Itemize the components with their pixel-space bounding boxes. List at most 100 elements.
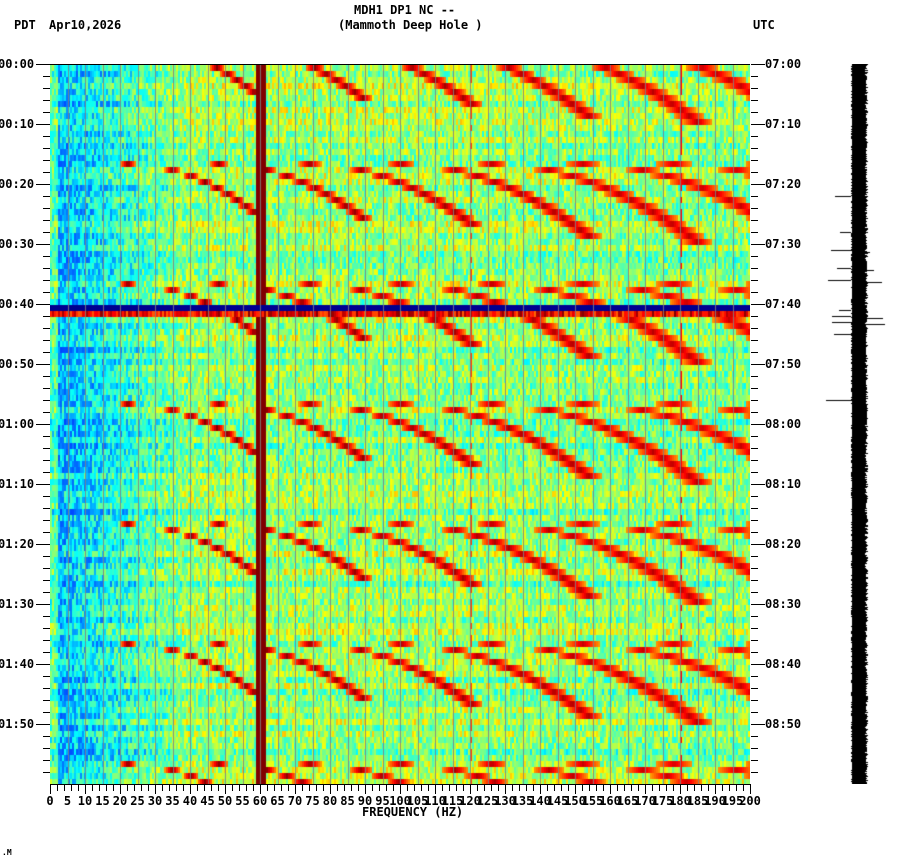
x-tick — [435, 785, 436, 794]
x-tick — [484, 785, 485, 791]
x-tick — [561, 785, 562, 791]
y-tick-right — [751, 172, 758, 173]
y-tick-right — [751, 616, 758, 617]
x-tick — [260, 785, 261, 794]
y-tick-right — [751, 760, 758, 761]
y-tick-left — [43, 268, 50, 269]
x-tick — [617, 785, 618, 791]
y-tick-right — [751, 520, 758, 521]
x-tick — [288, 785, 289, 791]
y-tick-right — [751, 124, 765, 125]
y-tick-right — [751, 412, 758, 413]
y-tick-right — [751, 664, 765, 665]
x-tick — [428, 785, 429, 791]
y-tick-left — [43, 568, 50, 569]
x-tick — [106, 785, 107, 791]
y-tick-left — [36, 64, 50, 65]
y-tick-left — [43, 580, 50, 581]
y-tick-right — [751, 184, 765, 185]
x-tick — [449, 785, 450, 791]
y-tick-left — [36, 604, 50, 605]
x-tick — [477, 785, 478, 791]
x-tick — [239, 785, 240, 791]
y-tick-left — [36, 304, 50, 305]
y-tick-right — [751, 448, 758, 449]
x-tick — [701, 785, 702, 791]
y-tick-right — [751, 280, 758, 281]
y-tick-left — [36, 664, 50, 665]
x-tick-label: 150 — [564, 794, 586, 808]
x-tick — [274, 785, 275, 791]
x-tick-label: 175 — [651, 794, 674, 808]
y-tick-right — [751, 652, 758, 653]
x-tick-label: 185 — [686, 794, 709, 808]
x-tick — [414, 785, 415, 791]
y-tick-left — [43, 400, 50, 401]
y-tick-left — [43, 652, 50, 653]
y-tick-right — [751, 604, 765, 605]
y-tick-left — [36, 484, 50, 485]
x-tick-label: 35 — [165, 794, 180, 808]
y-tick-label-left: 00:20 — [0, 177, 35, 191]
y-tick-right — [751, 568, 758, 569]
x-tick — [680, 785, 681, 794]
x-tick — [498, 785, 499, 791]
x-tick-label: 40 — [182, 794, 198, 808]
y-tick-left — [36, 364, 50, 365]
x-tick-label: 0 — [46, 794, 54, 808]
y-tick-right — [751, 640, 758, 641]
y-tick-left — [43, 688, 50, 689]
y-tick-left — [43, 376, 50, 377]
x-tick — [281, 785, 282, 791]
y-tick-label-left: 00:10 — [0, 117, 35, 131]
x-tick-label: 125 — [476, 794, 499, 808]
station-subtitle: (Mammoth Deep Hole ) — [338, 18, 483, 32]
x-tick — [512, 785, 513, 791]
x-tick-label: 180 — [669, 794, 691, 808]
x-tick — [729, 785, 730, 791]
y-tick-label-right: 07:30 — [765, 237, 802, 251]
y-tick-right — [751, 736, 758, 737]
y-tick-left — [43, 196, 50, 197]
y-tick-right — [751, 88, 758, 89]
y-tick-label-right: 08:30 — [765, 597, 802, 611]
x-tick-label: 165 — [616, 794, 639, 808]
y-tick-left — [43, 328, 50, 329]
y-tick-left — [43, 520, 50, 521]
x-tick — [211, 785, 212, 791]
x-tick — [750, 785, 751, 794]
x-tick-label: 45 — [200, 794, 215, 808]
x-tick-label: 135 — [511, 794, 534, 808]
y-tick-right — [751, 772, 758, 773]
x-tick — [547, 785, 548, 791]
x-tick-label: 30 — [147, 794, 163, 808]
y-tick-left — [43, 352, 50, 353]
x-tick — [71, 785, 72, 791]
x-tick-label: 95 — [375, 794, 390, 808]
x-tick — [253, 785, 254, 791]
x-tick — [603, 785, 604, 791]
x-tick-label: 120 — [459, 794, 481, 808]
y-tick-left — [43, 388, 50, 389]
y-tick-right — [751, 484, 765, 485]
x-tick-label: 50 — [217, 794, 233, 808]
y-tick-label-right: 07:50 — [765, 357, 802, 371]
y-tick-left — [36, 184, 50, 185]
y-tick-right — [751, 556, 758, 557]
x-tick — [141, 785, 142, 791]
x-tick — [596, 785, 597, 791]
y-tick-left — [43, 508, 50, 509]
x-tick-label: 200 — [739, 794, 761, 808]
x-tick — [554, 785, 555, 791]
x-tick — [708, 785, 709, 791]
y-tick-right — [751, 100, 758, 101]
x-tick — [568, 785, 569, 791]
y-tick-label-left: 01:40 — [0, 657, 35, 671]
y-tick-right — [751, 592, 758, 593]
y-tick-left — [43, 448, 50, 449]
y-tick-left — [43, 232, 50, 233]
y-tick-left — [43, 532, 50, 533]
y-tick-left — [43, 460, 50, 461]
y-tick-left — [36, 544, 50, 545]
y-tick-right — [751, 292, 758, 293]
